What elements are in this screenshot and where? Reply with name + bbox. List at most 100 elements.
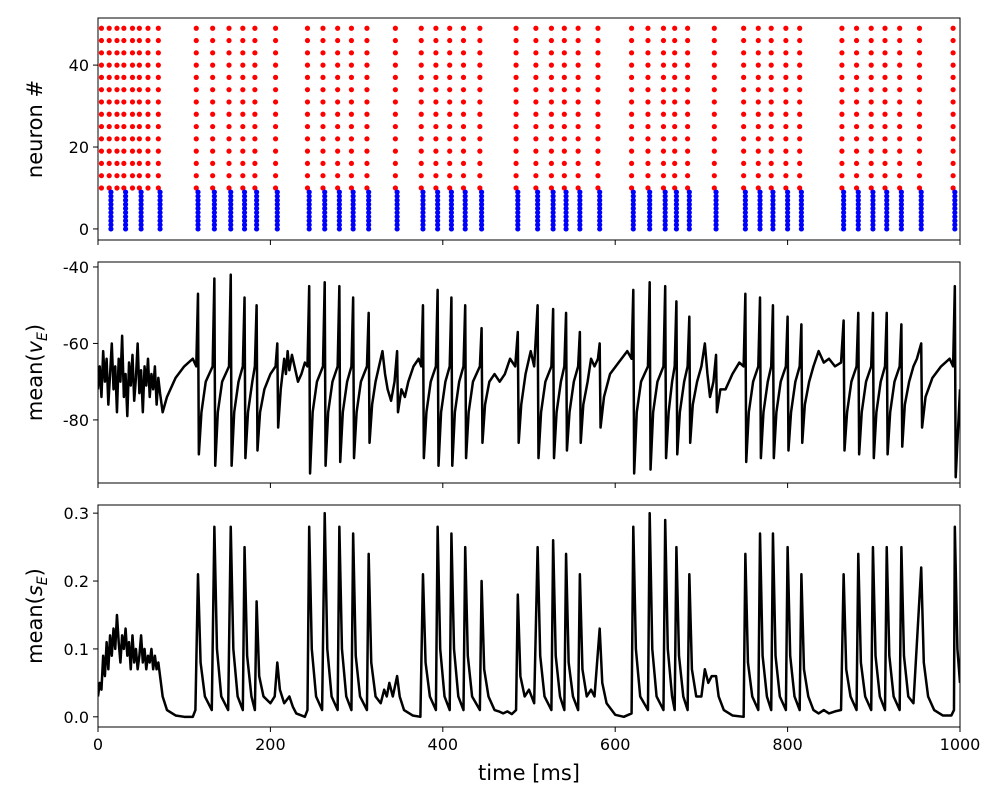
spike <box>350 222 356 228</box>
y-tick-label: -40 <box>63 258 89 277</box>
spike <box>336 193 342 199</box>
spike <box>418 148 424 154</box>
spike <box>711 62 717 68</box>
spike <box>155 25 161 31</box>
spike <box>841 193 847 199</box>
spike <box>548 148 555 154</box>
spike <box>839 74 845 80</box>
spike <box>550 189 556 195</box>
spike <box>533 25 539 31</box>
spike <box>114 62 120 68</box>
spike <box>672 123 678 130</box>
spike <box>898 214 904 220</box>
spike <box>662 218 668 224</box>
spike <box>950 50 956 56</box>
spike <box>783 62 789 68</box>
spike <box>711 148 717 154</box>
spike <box>757 214 763 220</box>
spike <box>897 87 903 93</box>
spike <box>145 25 151 31</box>
spike <box>575 74 581 80</box>
spike <box>741 99 747 105</box>
spike <box>447 123 453 130</box>
spike <box>515 214 521 220</box>
spike <box>121 87 127 93</box>
y-tick-label: 40 <box>69 56 89 75</box>
label-part: ) <box>23 324 47 332</box>
spike <box>757 209 763 216</box>
spike <box>798 197 804 203</box>
spike <box>435 189 441 195</box>
spike <box>561 111 567 117</box>
spike <box>918 189 924 195</box>
spike <box>711 37 717 44</box>
spike <box>672 99 678 105</box>
spike <box>755 87 761 93</box>
spike <box>272 173 279 179</box>
spike <box>106 37 112 44</box>
spike <box>672 50 678 56</box>
spike <box>106 87 112 93</box>
spike <box>210 111 216 117</box>
spike <box>272 74 279 80</box>
spike <box>320 99 326 105</box>
spike <box>350 205 356 212</box>
spike <box>106 160 112 167</box>
spike <box>798 214 804 220</box>
spike <box>647 214 653 220</box>
spike <box>322 214 328 220</box>
spike <box>460 25 467 31</box>
spike <box>839 136 845 142</box>
spike <box>366 193 372 199</box>
spike <box>252 123 258 130</box>
spike <box>228 189 234 195</box>
spike <box>114 173 120 179</box>
spike <box>742 209 748 216</box>
spike <box>304 74 311 80</box>
spike <box>226 87 232 93</box>
spike <box>226 136 232 142</box>
spike <box>548 50 555 56</box>
spike <box>306 226 312 232</box>
spike <box>647 226 653 232</box>
spike <box>755 148 761 154</box>
spike <box>798 205 804 212</box>
spike <box>662 193 668 199</box>
spike <box>713 193 719 199</box>
spike <box>884 193 890 199</box>
spike <box>575 25 581 31</box>
spike <box>348 25 355 31</box>
spike <box>448 193 455 199</box>
spike <box>272 25 279 31</box>
spike <box>513 160 519 167</box>
spike <box>136 185 142 191</box>
spike <box>950 173 956 179</box>
spike <box>304 99 311 105</box>
spike <box>211 201 217 207</box>
spike <box>155 74 161 80</box>
y-tick-label: 20 <box>69 138 89 157</box>
spike <box>462 193 468 199</box>
spike <box>335 148 341 154</box>
spike <box>868 160 874 167</box>
spike <box>535 201 541 207</box>
spike <box>129 185 136 191</box>
spike <box>577 205 583 212</box>
spike <box>122 226 129 232</box>
spike <box>392 148 398 154</box>
spike <box>548 111 555 117</box>
spike <box>755 99 761 105</box>
spike <box>106 111 112 117</box>
spike <box>548 62 555 68</box>
spike <box>645 25 651 31</box>
spike <box>228 214 234 220</box>
spike <box>320 37 326 44</box>
spike <box>136 25 142 31</box>
spike <box>884 214 890 220</box>
spike <box>713 209 719 216</box>
spike <box>768 185 774 191</box>
spike <box>348 50 355 56</box>
spike <box>685 123 691 130</box>
spike <box>548 99 555 105</box>
spike <box>533 173 539 179</box>
